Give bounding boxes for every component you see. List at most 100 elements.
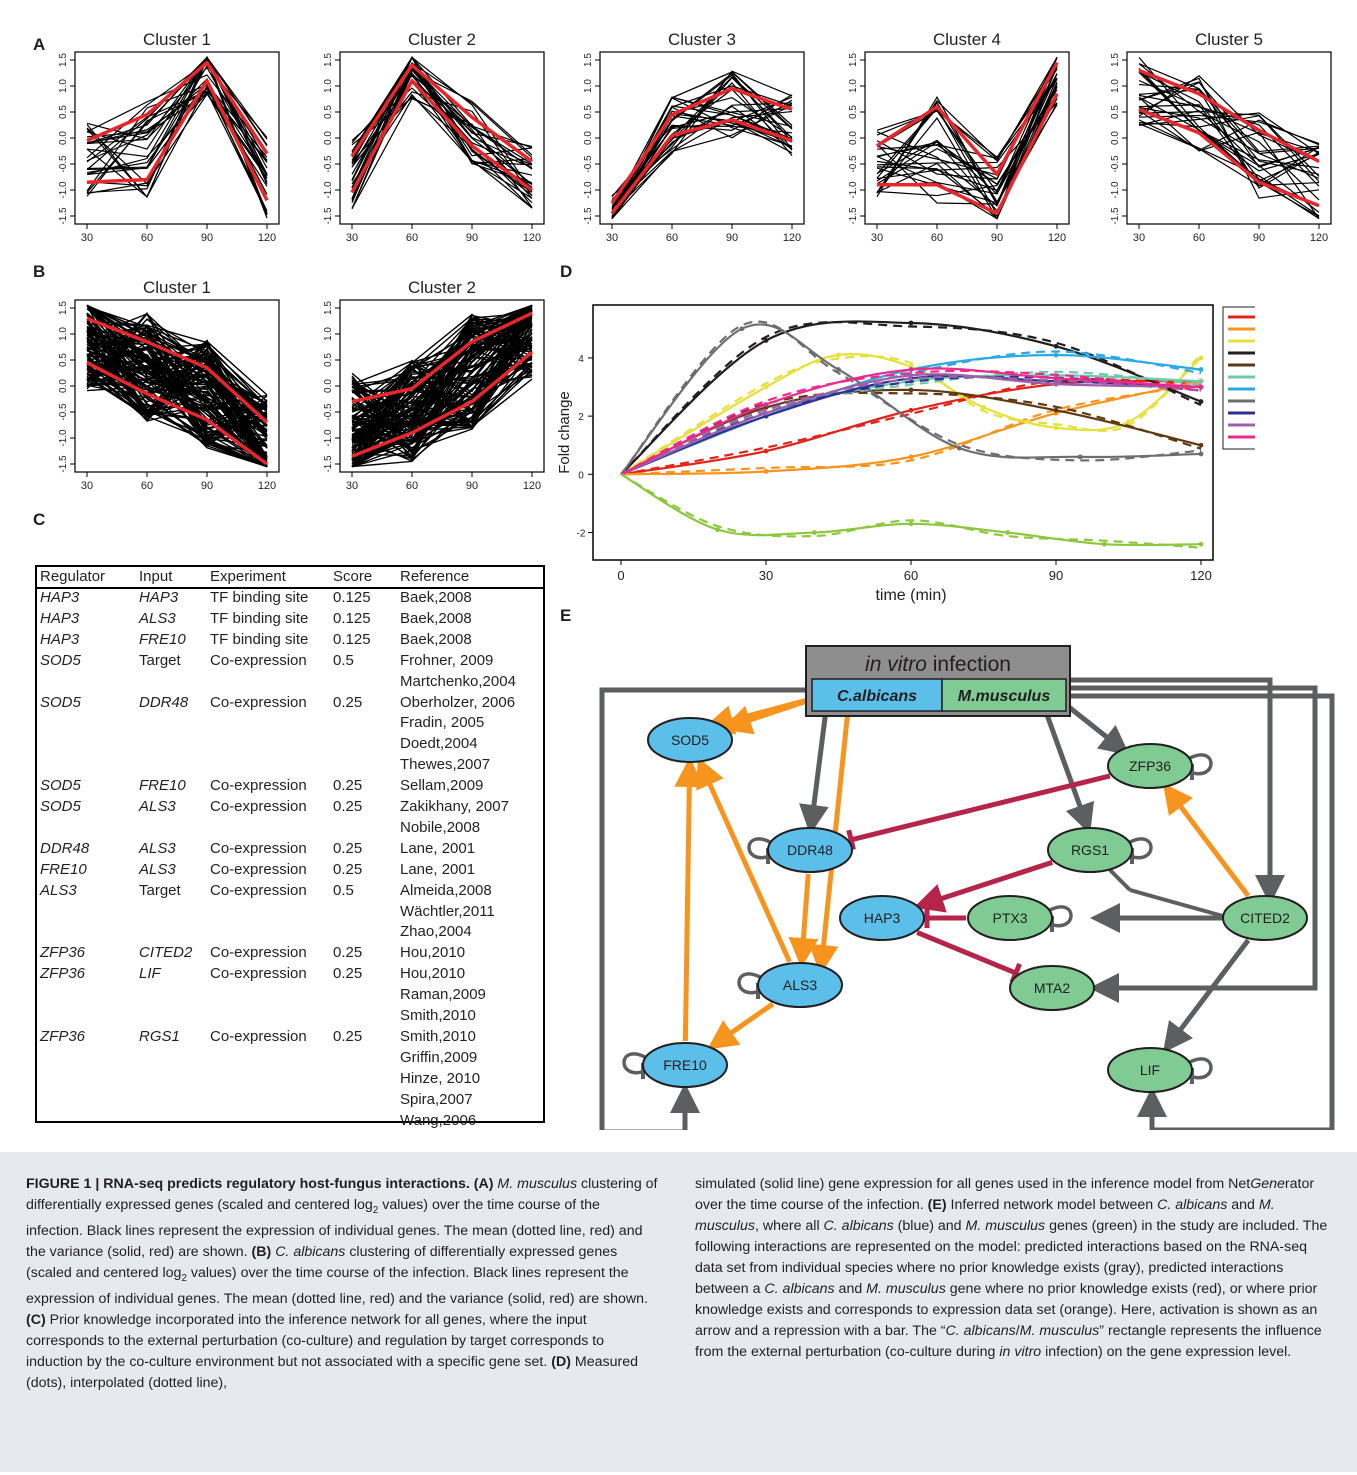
caption-text: M. musculus [866, 1281, 946, 1297]
cell-experiment: Co-expression [210, 798, 307, 815]
cell-input: DDR48 [139, 693, 189, 711]
y-tick-label: -0.5 [58, 155, 69, 173]
cell-score: 0.25 [333, 860, 363, 878]
infection-box: in vitro infection C.albicans M.musculus [805, 645, 1071, 717]
y-tick-label: 1.0 [323, 327, 334, 341]
x-tick-label: 30 [81, 232, 93, 244]
x-tick-label: 60 [406, 232, 418, 244]
y-tick-label: -1.0 [323, 429, 334, 447]
caption-text: (A) [473, 1176, 498, 1192]
edge-header-ddr48 [799, 709, 829, 835]
gene-lines [86, 304, 268, 468]
measured-dot [1198, 442, 1204, 448]
cell-regulator: DDR48 [40, 839, 90, 857]
red-variance-line-1 [350, 63, 534, 163]
infection-title: in vitro infection [865, 653, 1011, 676]
y-tick-label: 0.5 [323, 353, 334, 367]
measured-dot [763, 448, 769, 454]
y-tick-label: 1.0 [58, 327, 69, 341]
measured-dot [908, 372, 914, 378]
panel-letter-c: C [33, 510, 46, 529]
y-tick-label: -1.0 [323, 181, 334, 199]
caption-text: (B) [251, 1243, 276, 1260]
x-axis-label: time (min) [875, 587, 946, 604]
edge-header-rgs1 [1043, 711, 1095, 835]
panel-letter-d: D [560, 262, 573, 281]
node-label: PTX3 [992, 910, 1027, 926]
cell-regulator: ZFP36 [40, 944, 86, 962]
measured-dot [1005, 530, 1011, 535]
y-tick-label: -1.5 [323, 207, 334, 225]
x-tick-label: 120 [1310, 232, 1328, 244]
caption-text: Measured (dots), interpolated (dotted li… [26, 1353, 638, 1391]
node-als3: ALS3 [757, 962, 843, 1008]
edge-header-lif [1070, 693, 1335, 1130]
x-tick-label: 120 [523, 232, 541, 244]
x-tick-label: 120 [523, 480, 541, 492]
series-dashed-sod5 [620, 378, 1202, 476]
repression-bar [846, 829, 856, 851]
measured-dot [908, 521, 914, 527]
gene-lines [611, 70, 793, 220]
y-tick-label: 4 [578, 354, 584, 365]
x-tick-label: 0 [617, 568, 624, 583]
x-tick-label: 60 [1193, 232, 1205, 244]
y-tick-label: 0.0 [323, 379, 334, 393]
plot-title: Cluster 1 [143, 30, 211, 49]
cell-regulator: SOD5 [40, 777, 81, 795]
edge-als3-sod5 [696, 757, 792, 963]
x-tick-label: 120 [258, 480, 276, 492]
caption-text: C. albicans [823, 1218, 894, 1234]
red-variance-line-2 [351, 350, 534, 458]
measured-dot [763, 384, 769, 390]
y-tick-label: 1.0 [1110, 79, 1121, 93]
x-tick-label: 90 [991, 232, 1003, 244]
x-tick-label: 30 [346, 232, 358, 244]
node-fre10: FRE10 [642, 1042, 728, 1088]
measured-dot [981, 404, 986, 410]
node-label: ZFP36 [1129, 758, 1171, 774]
cell-experiment: TF binding site [210, 589, 309, 606]
x-tick-label: 30 [606, 232, 618, 244]
x-tick-label: 60 [141, 232, 153, 244]
measured-dot [908, 407, 914, 413]
header-score: Score [333, 568, 373, 585]
y-tick-label: -0.5 [58, 403, 69, 421]
caption-text: gene where no prior knowledge exists (re… [695, 1281, 1318, 1339]
caption-text: Inferred network model between [950, 1197, 1158, 1213]
caption-text: M. musculus [497, 1176, 578, 1192]
caption-text: rator over the time course of the infect… [695, 1176, 1315, 1213]
measured-dot [1198, 399, 1204, 404]
red-variance-line-1 [86, 60, 269, 155]
edge-als3-fre10 [707, 1001, 775, 1050]
cell-regulator: SOD5 [40, 651, 81, 669]
measured-dot [1053, 381, 1059, 387]
cell-reference: Zakikhany, 2007 [400, 798, 509, 815]
panel-letter-b: B [33, 262, 46, 281]
node-label: MTA2 [1034, 980, 1071, 996]
cell-regulator: SOD5 [40, 693, 81, 711]
self-loop-rgs1 [1129, 837, 1153, 860]
series-dashed-zfp36 [620, 369, 1202, 476]
y-tick-label: 0.0 [323, 131, 334, 145]
plot-title: Cluster 3 [668, 30, 736, 49]
cell-regulator: SOD5 [40, 798, 81, 815]
measured-dot [836, 367, 841, 372]
series-dashed-rgs1 [620, 375, 1202, 476]
x-tick-label: 30 [871, 232, 883, 244]
y-tick-label: -1.5 [323, 455, 334, 473]
edge-cited2-zfp36 [1162, 783, 1251, 898]
cell-reference: Baek,2008 [400, 630, 472, 648]
y-tick-label: 0.5 [1110, 105, 1121, 119]
measured-dot [908, 454, 914, 460]
node-sod5: SOD5 [647, 717, 733, 763]
gene-lines [351, 56, 533, 209]
plot-title: Cluster 2 [408, 278, 476, 297]
panel-letter-e: E [560, 606, 572, 625]
self-loop-ddr48 [747, 837, 771, 860]
repression-hap3-mta2 [916, 930, 1017, 976]
caption-text: C. albicans [1157, 1197, 1228, 1213]
cell-reference: Nobile,2008 [400, 818, 481, 836]
cell-reference: Hou,2010 [400, 965, 466, 983]
